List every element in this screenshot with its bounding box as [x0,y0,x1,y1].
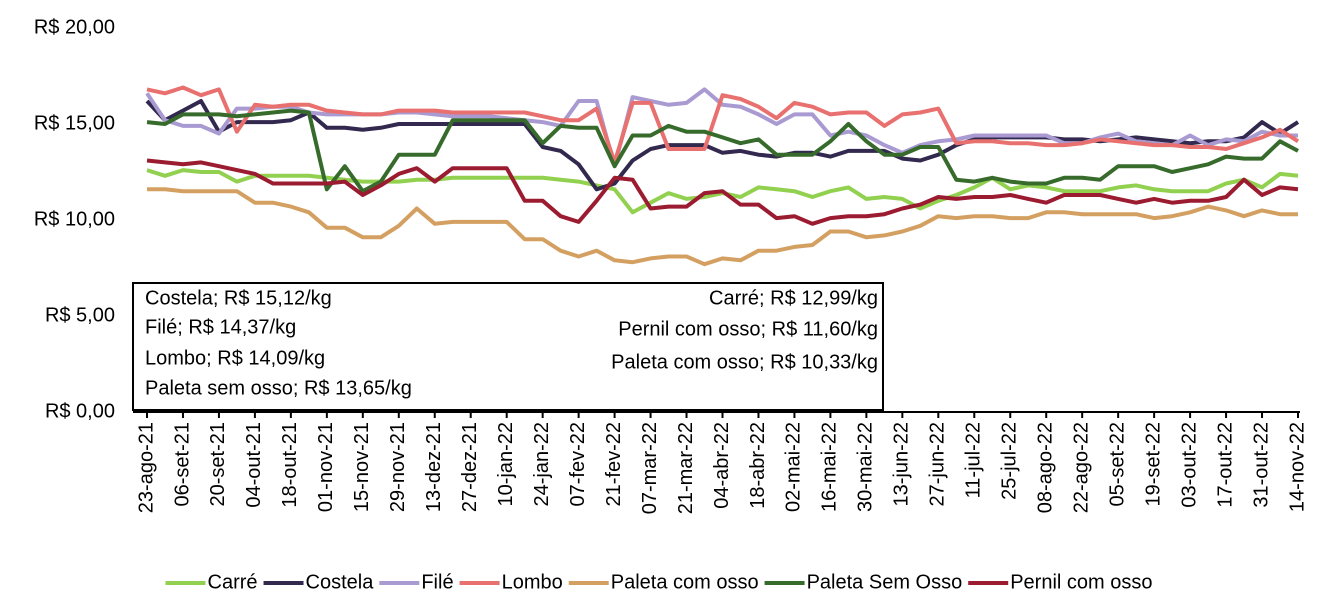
legend-label: Paleta Sem Osso [807,571,963,593]
x-tick-label: 11-jul-22 [963,422,985,498]
x-tick-label: 27-dez-21 [459,422,481,512]
x-tick-label: 08-ago-22 [1035,422,1057,513]
x-tick-label: 23-ago-21 [135,422,157,513]
x-tick-label: 22-ago-22 [1070,422,1092,513]
x-tick-label: 17-out-22 [1214,422,1236,508]
x-tick-label: 04-out-21 [243,422,265,508]
x-tick-label: 01-nov-21 [315,422,337,512]
y-tick-label: R$ 0,00 [45,400,115,422]
annotation: Paleta com osso; R$ 10,33/kg [611,351,878,373]
x-tick-label: 02-mai-22 [783,422,805,512]
legend-label: Lombo [502,571,563,593]
x-tick-label: 14-nov-22 [1286,422,1308,512]
x-tick-label: 07-fev-22 [567,422,589,507]
x-tick-label: 16-mai-22 [819,422,841,512]
series-line [146,158,1299,226]
legend-label: Costela [306,571,375,593]
annotation: Carré; R$ 12,99/kg [709,287,878,309]
x-tick-label: 04-abr-22 [711,422,733,509]
annotation: Filé; R$ 14,37/kg [145,316,296,338]
x-tick-label: 13-dez-21 [423,422,445,512]
series-line [145,87,1298,169]
x-tick-label: 31-out-22 [1250,422,1272,508]
y-tick-label: R$ 5,00 [45,304,115,326]
series-line [147,187,1298,267]
x-tick-label: 05-set-22 [1106,422,1128,507]
x-tick-label: 27-jun-22 [927,422,949,507]
x-tick-label: 18-out-21 [279,422,301,508]
x-tick-label: 03-out-22 [1178,422,1200,508]
annotation: Lombo; R$ 14,09/kg [145,347,325,369]
legend-label: Carré [208,571,258,593]
x-tick-label: 19-set-22 [1142,422,1164,507]
annotation: Costela; R$ 15,12/kg [145,287,332,309]
y-tick-label: R$ 20,00 [34,16,115,38]
x-tick-label: 15-nov-21 [351,422,373,512]
x-tick-label: 20-set-21 [207,422,229,507]
x-tick-label: 18-abr-22 [747,422,769,509]
x-tick-label: 29-nov-21 [387,422,409,512]
x-tick-label: 10-jan-22 [495,422,517,507]
x-tick-label: 24-jan-22 [531,422,553,507]
series-line [146,85,1300,165]
x-tick-label: 21-mar-22 [675,422,697,514]
annotation-box [132,282,884,411]
x-tick-label: 30-mai-22 [855,422,877,512]
x-tick-label: 07-mar-22 [639,422,661,514]
legend: Carré Costela Filé Lombo Paleta com osso Pale… [165,571,1152,593]
x-tick-label: 13-jun-22 [891,422,913,507]
y-tick-label: R$ 10,00 [34,208,115,230]
legend-label: Pernil com osso [1010,571,1152,593]
x-tick-label: 21-fev-22 [603,422,625,507]
legend-label: Filé [421,571,453,593]
y-tick-label: R$ 15,00 [34,112,115,134]
x-tick-label: 06-set-21 [171,422,193,507]
annotation: Paleta sem osso; R$ 13,65/kg [145,377,412,399]
series-line [146,108,1299,194]
x-tick-label: 25-jul-22 [999,422,1021,500]
legend-label: Paleta com osso [611,571,759,593]
annotation: Pernil com osso; R$ 11,60/kg [618,318,878,340]
